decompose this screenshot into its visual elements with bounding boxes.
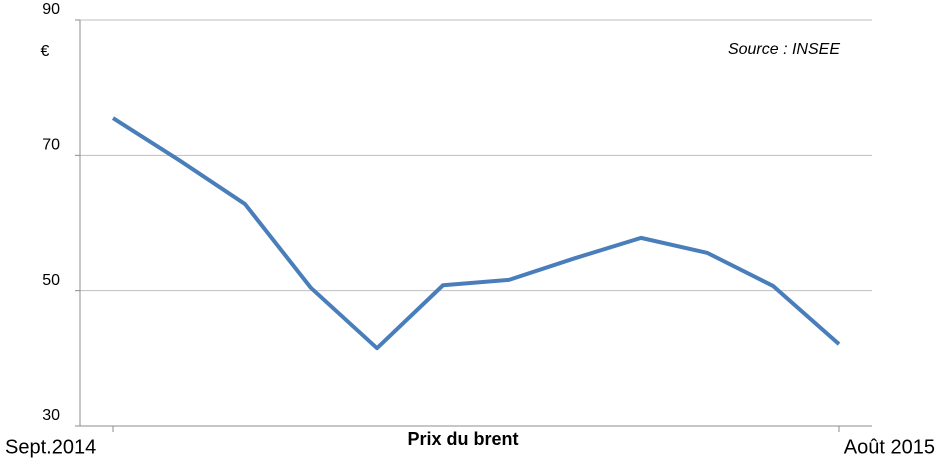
y-tick-label: 30 (42, 407, 60, 424)
line-series (111, 116, 841, 351)
x-axis-label: Prix du brent (407, 429, 518, 449)
y-tick-label: 90 (42, 1, 60, 18)
y-axis-label: € (41, 43, 50, 60)
y-tick-label: 70 (42, 137, 60, 154)
annotation: Source : INSEE (728, 41, 840, 58)
x-tick-label: Sept.2014 (5, 436, 96, 458)
x-tick-label: Août 2015 (844, 436, 935, 458)
y-tick-label: 50 (42, 272, 60, 289)
